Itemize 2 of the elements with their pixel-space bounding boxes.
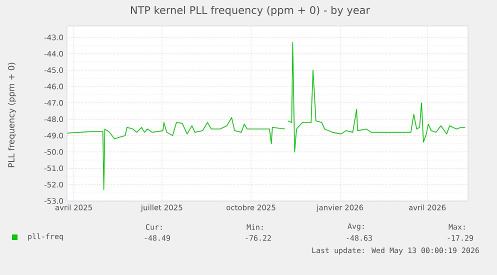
- chart-title: NTP kernel PLL frequency (ppm + 0) - by year: [130, 6, 370, 16]
- y-axis-title: PLL frequency (ppm + 0): [8, 62, 16, 168]
